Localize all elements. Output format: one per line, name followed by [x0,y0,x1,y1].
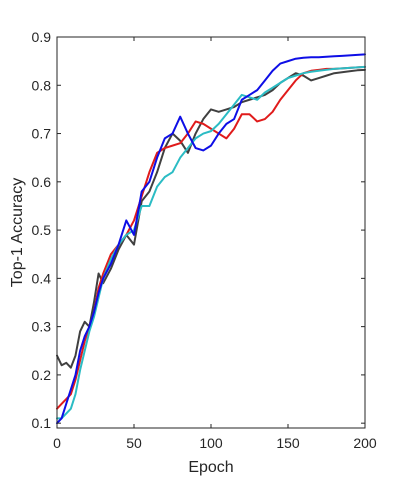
y-tick-label: 0.1 [32,415,52,431]
x-tick-label: 150 [276,435,300,451]
y-tick-label: 0.6 [32,174,52,190]
series-line-4 [56,53,366,425]
tick-layer: 0 50 100 150 200 0.1 0.2 0.3 0.4 0.5 0.6 0.7 0.8 0.9 [32,29,377,451]
y-tick-label: 0.2 [32,367,52,383]
series-line-1 [56,68,366,369]
series-line-2 [56,65,366,410]
x-axis-label: Epoch [188,459,233,476]
y-tick-label: 0.4 [32,270,52,286]
y-tick-label: 0.3 [32,319,52,335]
x-tick-label: 50 [126,435,142,451]
axes-box [56,36,366,429]
x-tick-label: 200 [353,435,377,451]
y-axis-label: Top-1 Accuracy [9,178,26,287]
y-tick-label: 0.9 [32,29,52,45]
x-tick-label: 100 [199,435,223,451]
y-tick-label: 0.8 [32,77,52,93]
x-tick-label: 0 [53,435,61,451]
series-line-3 [56,65,366,420]
y-tick-label: 0.5 [32,222,52,238]
series-layer [56,53,366,425]
y-tick-label: 0.7 [32,126,52,142]
